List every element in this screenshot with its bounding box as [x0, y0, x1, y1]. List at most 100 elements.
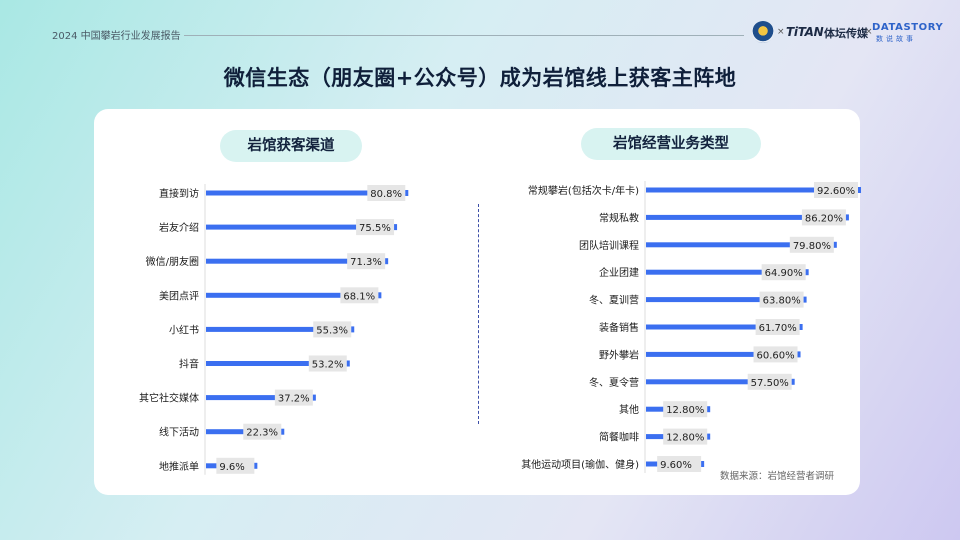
value-label-bg: [243, 423, 282, 440]
bar: [646, 379, 755, 385]
value-label-bg: [801, 209, 846, 226]
value-label-bg: [657, 456, 702, 472]
value-label: 60.60%: [757, 350, 795, 361]
bar: [206, 258, 358, 264]
category-label: 简餐咖啡: [599, 431, 639, 444]
bar-end-cap: [346, 360, 350, 367]
bar: [206, 395, 285, 401]
category-label: 装备销售: [599, 321, 639, 334]
bar: [646, 187, 822, 193]
category-label: 微信/朋友圈: [146, 255, 199, 268]
logo-separator: ×: [777, 27, 785, 37]
category-label: 团队培训课程: [579, 239, 639, 252]
bar: [646, 324, 763, 330]
category-label: 野外攀岩: [599, 348, 639, 361]
bar: [206, 326, 324, 332]
value-label-bg: [814, 182, 859, 198]
header-rule: [184, 35, 744, 36]
partner-logos: × TiTAN 体坛传媒 × DATASTORY 数说故事: [752, 19, 943, 47]
bar-end-cap: [254, 462, 258, 469]
bar: [206, 190, 378, 196]
titan-logo: TiTAN: [786, 25, 824, 39]
bar-end-cap: [378, 292, 382, 299]
value-label: 75.5%: [359, 223, 391, 234]
page-title: 微信生态（朋友圈+公众号）成为岩馆线上获客主阵地: [223, 66, 737, 90]
value-label: 55.3%: [316, 325, 348, 336]
bar: [646, 434, 671, 440]
value-label: 63.80%: [763, 296, 801, 307]
category-label: 其他运动项目(瑜伽、健身): [521, 458, 639, 471]
bar-end-cap: [805, 269, 809, 276]
value-label-bg: [753, 346, 798, 363]
value-label: 64.90%: [765, 268, 803, 279]
chart-title-channels: 岩馆获客渠道: [220, 130, 362, 162]
value-label-bg: [340, 287, 379, 304]
value-label: 61.70%: [759, 323, 797, 334]
category-label: 其它社交媒体: [139, 392, 199, 405]
value-label: 71.3%: [350, 257, 382, 268]
bar-end-cap: [799, 324, 803, 330]
category-label: 小红书: [169, 323, 199, 336]
titan-logo-cn: 体坛传媒: [824, 27, 868, 40]
bar-end-cap: [797, 351, 801, 358]
bar-end-cap: [707, 406, 711, 413]
value-label-bg: [216, 457, 255, 474]
bar: [206, 429, 254, 435]
value-label: 57.50%: [751, 378, 789, 389]
value-label-bg: [747, 373, 792, 390]
value-label-bg: [761, 264, 806, 281]
value-label: 22.3%: [246, 428, 278, 439]
bar: [206, 463, 227, 469]
logo-separator: ×: [865, 27, 873, 37]
value-label: 92.60%: [817, 186, 855, 197]
bar: [646, 297, 767, 303]
value-label-bg: [663, 401, 708, 418]
association-seal-icon: [752, 21, 774, 43]
value-label: 80.8%: [370, 189, 402, 200]
value-label-bg: [356, 219, 395, 236]
value-label: 68.1%: [343, 291, 375, 302]
bar: [646, 269, 769, 275]
bar: [206, 224, 367, 230]
bar: [646, 351, 761, 357]
value-label-bg: [313, 321, 352, 338]
value-label-bg: [789, 236, 834, 253]
category-label: 岩友介绍: [159, 221, 199, 234]
value-label: 86.20%: [805, 213, 843, 224]
bar-end-cap: [701, 461, 705, 467]
bar-end-cap: [858, 187, 862, 193]
datastory-logo: DATASTORY: [872, 22, 944, 33]
bar-end-cap: [833, 241, 837, 248]
value-label-bg: [274, 389, 313, 406]
category-label: 常规私教: [599, 211, 639, 224]
value-label: 37.2%: [278, 394, 310, 405]
bar: [646, 406, 671, 412]
bar-end-cap: [803, 296, 807, 303]
category-label: 其他: [619, 403, 639, 416]
business-bar-chart: 常规攀岩(包括次卡/年卡) 92.60% 常规私教 86.20% 团队培训课程 79.80…: [521, 181, 862, 473]
value-label-bg: [308, 355, 347, 372]
chart-divider: [478, 204, 479, 424]
data-source: 数据来源：岩馆经营者调研: [720, 471, 835, 482]
value-label: 12.80%: [666, 433, 704, 444]
bar-end-cap: [394, 224, 398, 231]
chart-title-business: 岩馆经营业务类型: [581, 128, 761, 160]
bar-end-cap: [312, 394, 316, 401]
bar-end-cap: [405, 190, 409, 196]
category-label: 企业团建: [599, 266, 639, 279]
bar-end-cap: [281, 428, 285, 435]
value-label-bg: [759, 291, 804, 308]
datastory-logo-cn: 数说故事: [876, 35, 916, 43]
report-name: 2024 中国攀岩行业发展报告: [52, 31, 181, 42]
bar-end-cap: [351, 326, 355, 333]
report-header: 2024 中国攀岩行业发展报告: [52, 26, 744, 44]
bar-end-cap: [791, 378, 795, 385]
category-label: 地推派单: [159, 460, 199, 473]
value-label-bg: [755, 319, 800, 335]
category-label: 直接到访: [159, 187, 199, 200]
bar: [206, 361, 319, 366]
bar: [646, 461, 665, 467]
bar: [646, 214, 809, 220]
value-label: 9.6%: [219, 462, 244, 473]
value-label-bg: [347, 253, 386, 270]
